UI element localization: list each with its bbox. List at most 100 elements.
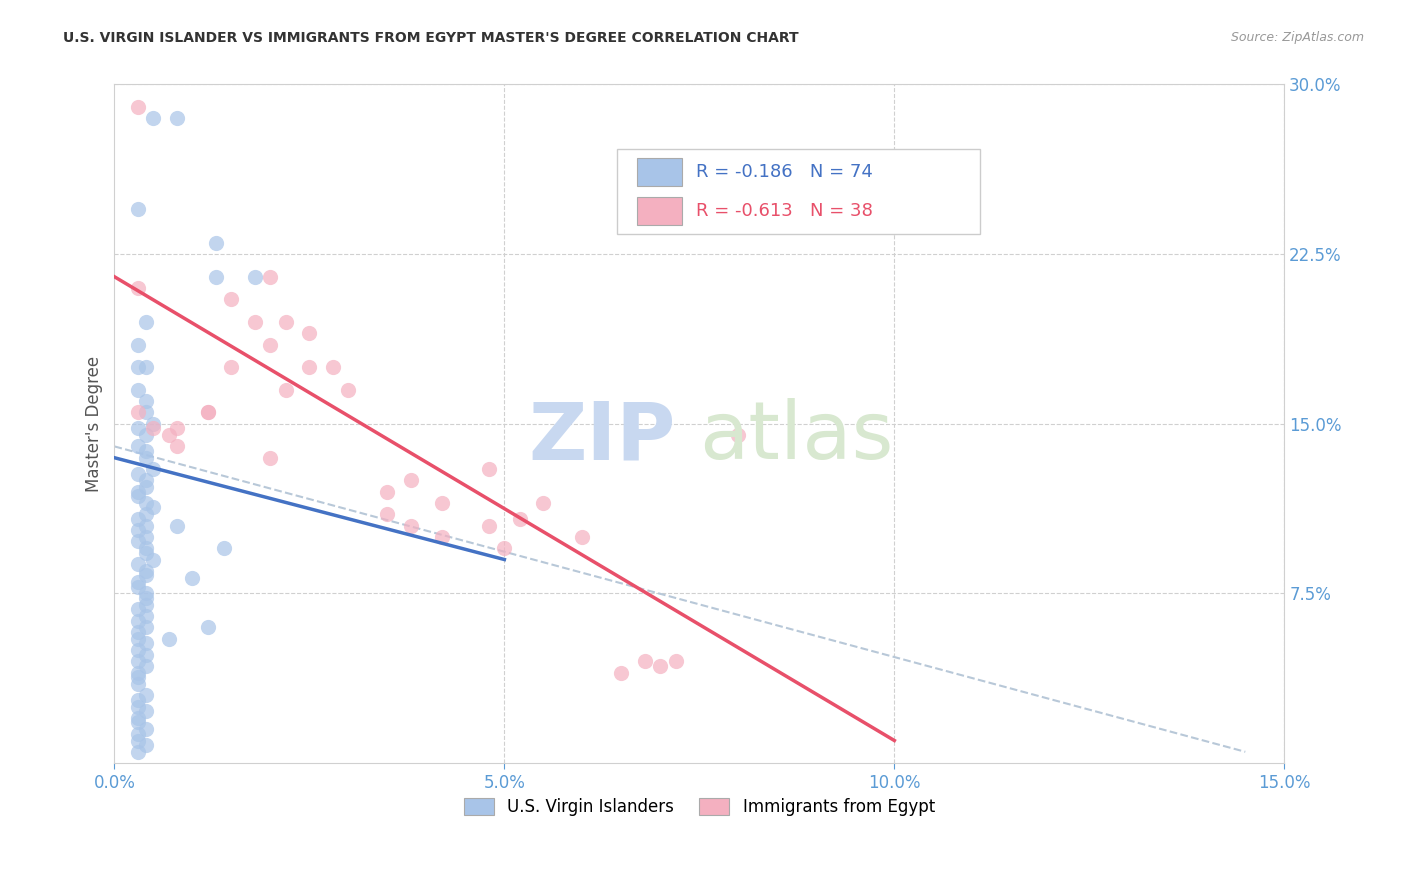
Point xyxy=(127,439,149,453)
Point xyxy=(494,541,516,556)
Point xyxy=(127,534,149,549)
Point xyxy=(298,326,321,341)
Point xyxy=(322,360,344,375)
Point xyxy=(509,512,531,526)
Point xyxy=(259,337,281,351)
Point xyxy=(274,383,297,397)
Point xyxy=(221,293,243,307)
Point xyxy=(399,518,422,533)
Point xyxy=(127,421,149,435)
Point xyxy=(127,489,149,503)
Point xyxy=(127,711,149,725)
Point xyxy=(135,405,157,419)
Point xyxy=(127,665,149,680)
Point xyxy=(135,496,157,510)
FancyBboxPatch shape xyxy=(617,149,980,234)
Point xyxy=(135,636,157,650)
Point xyxy=(127,360,149,375)
Point xyxy=(377,508,399,522)
Point xyxy=(135,658,157,673)
Point xyxy=(135,530,157,544)
Point xyxy=(127,727,149,741)
Point xyxy=(135,428,157,442)
Point xyxy=(142,462,165,476)
Text: ZIP: ZIP xyxy=(529,399,676,476)
Point xyxy=(665,654,688,668)
Point xyxy=(204,235,226,250)
Point xyxy=(166,421,188,435)
Point xyxy=(181,571,204,585)
Point xyxy=(430,496,453,510)
Point xyxy=(135,450,157,465)
Point xyxy=(135,648,157,662)
Point xyxy=(135,568,157,582)
Bar xyxy=(637,196,682,225)
Text: U.S. VIRGIN ISLANDER VS IMMIGRANTS FROM EGYPT MASTER'S DEGREE CORRELATION CHART: U.S. VIRGIN ISLANDER VS IMMIGRANTS FROM … xyxy=(63,31,799,45)
Point xyxy=(135,738,157,752)
Point xyxy=(727,428,749,442)
Point xyxy=(204,269,226,284)
Point xyxy=(127,100,149,114)
Point xyxy=(142,417,165,431)
Point xyxy=(135,722,157,736)
Point xyxy=(127,467,149,481)
Point xyxy=(274,315,297,329)
Point xyxy=(127,602,149,616)
Point xyxy=(166,112,188,126)
Point xyxy=(127,745,149,759)
Point xyxy=(127,643,149,657)
Point xyxy=(127,624,149,639)
Point xyxy=(212,541,235,556)
Text: Source: ZipAtlas.com: Source: ZipAtlas.com xyxy=(1230,31,1364,45)
Y-axis label: Master's Degree: Master's Degree xyxy=(86,356,103,491)
Point xyxy=(127,693,149,707)
Point xyxy=(135,444,157,458)
Point xyxy=(135,360,157,375)
Point xyxy=(197,405,219,419)
Point xyxy=(135,598,157,612)
Point xyxy=(127,557,149,571)
Point xyxy=(142,112,165,126)
Point xyxy=(135,508,157,522)
Point xyxy=(135,315,157,329)
Point xyxy=(135,704,157,718)
Point xyxy=(377,484,399,499)
Point xyxy=(127,512,149,526)
Point xyxy=(166,439,188,453)
Point xyxy=(127,484,149,499)
Point xyxy=(531,496,554,510)
Point xyxy=(127,733,149,747)
Point xyxy=(197,620,219,634)
Point xyxy=(221,360,243,375)
Point xyxy=(127,580,149,594)
Point xyxy=(127,202,149,216)
Point xyxy=(127,281,149,295)
Point xyxy=(127,670,149,684)
Point xyxy=(127,523,149,537)
Point xyxy=(127,575,149,590)
Point xyxy=(142,552,165,566)
Point xyxy=(135,564,157,578)
Bar xyxy=(637,158,682,186)
Point xyxy=(399,474,422,488)
Point xyxy=(127,715,149,730)
Point xyxy=(142,421,165,435)
Point xyxy=(337,383,360,397)
Point xyxy=(127,383,149,397)
Point xyxy=(571,530,593,544)
Point xyxy=(135,546,157,560)
Point xyxy=(478,462,501,476)
Point xyxy=(135,688,157,702)
Point xyxy=(135,591,157,605)
Point xyxy=(135,541,157,556)
Point xyxy=(127,337,149,351)
Point xyxy=(127,632,149,646)
Point xyxy=(142,500,165,515)
Point xyxy=(135,620,157,634)
Point xyxy=(259,450,281,465)
Point xyxy=(650,658,672,673)
Point xyxy=(127,405,149,419)
Point xyxy=(197,405,219,419)
Point xyxy=(135,474,157,488)
Point xyxy=(135,609,157,624)
